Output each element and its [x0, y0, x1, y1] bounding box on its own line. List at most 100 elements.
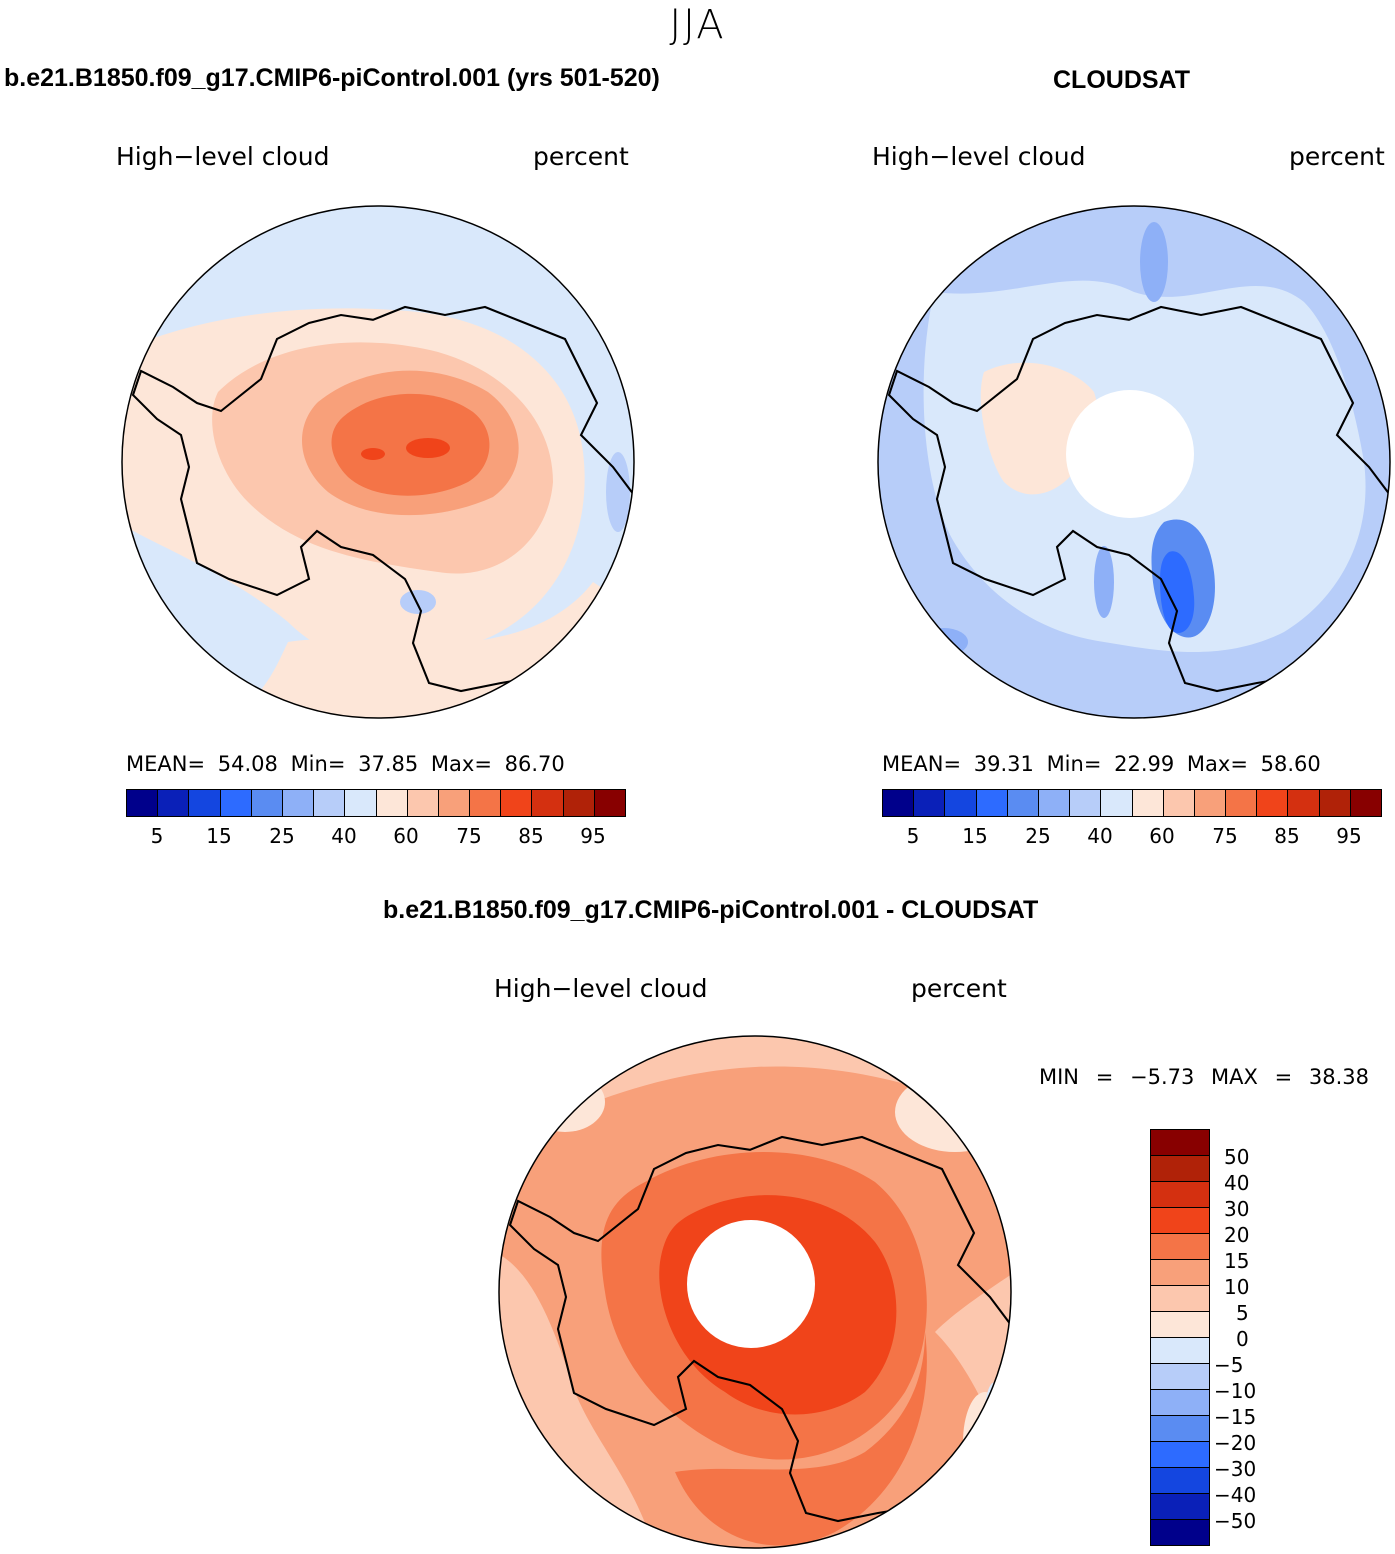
colorbar-swatch: [1151, 1390, 1209, 1416]
panel1-map-boundary: [121, 205, 635, 719]
panel2-tick: 95: [1336, 824, 1362, 848]
panel1-colorbar: [126, 789, 626, 817]
colorbar-swatch: [1007, 790, 1039, 816]
diff-level-label: 40: [1224, 1171, 1250, 1195]
colorbar-swatch: [914, 790, 946, 816]
panel1-min-label: Min=: [290, 752, 346, 776]
diff-no-data-area: [687, 1220, 815, 1348]
diff-level-label: 50: [1224, 1145, 1250, 1169]
diff-min-value: −5.73: [1129, 1065, 1195, 1089]
colorbar-swatch: [1350, 790, 1381, 816]
colorbar-swatch: [1151, 1260, 1209, 1286]
panel1-tick: 15: [206, 824, 232, 848]
colorbar-swatch: [1319, 790, 1351, 816]
colorbar-swatch: [1151, 1234, 1209, 1260]
colorbar-swatch: [470, 790, 502, 816]
colorbar-swatch: [127, 790, 159, 816]
diff-units: percent: [911, 974, 1007, 1003]
diff-map-boundary: [498, 1035, 1012, 1549]
season-title: JJA: [669, 2, 726, 48]
panel1-tick: 95: [580, 824, 606, 848]
diff-max-label: MAX =: [1211, 1065, 1293, 1089]
diff-min-label: MIN =: [1039, 1065, 1114, 1089]
diff-level-label: 0: [1236, 1327, 1249, 1351]
panel2-tick: 40: [1087, 824, 1113, 848]
diff-variable: High−level cloud: [494, 974, 708, 1003]
panel2-tick: 15: [962, 824, 988, 848]
panel1-tick: 75: [456, 824, 482, 848]
panel2-title: CLOUDSAT: [1053, 66, 1191, 94]
colorbar-swatch: [563, 790, 595, 816]
diff-polar-map: [498, 1035, 1012, 1549]
diff-level-label: 30: [1224, 1197, 1250, 1221]
diff-level-label: −15: [1214, 1405, 1257, 1429]
colorbar-swatch: [251, 790, 283, 816]
diff-level-label: −10: [1214, 1379, 1257, 1403]
panel1-polar-map: [121, 205, 635, 719]
panel2-tick: 75: [1212, 824, 1238, 848]
diff-colorbar: [1150, 1129, 1210, 1546]
colorbar-swatch: [345, 790, 377, 816]
colorbar-swatch: [1288, 790, 1320, 816]
panel2-mean-value: 39.31: [973, 752, 1034, 776]
panel1-max-value: 86.70: [504, 752, 565, 776]
panel1-mean-value: 54.08: [217, 752, 278, 776]
colorbar-swatch: [1151, 1208, 1209, 1234]
colorbar-swatch: [1132, 790, 1164, 816]
colorbar-swatch: [1151, 1416, 1209, 1442]
diff-level-label: −20: [1214, 1431, 1257, 1455]
colorbar-swatch: [532, 790, 564, 816]
panel1-mean-label: MEAN=: [126, 752, 206, 776]
panel1-tick: 5: [150, 824, 164, 848]
panel1-variable: High−level cloud: [116, 142, 330, 171]
diff-level-label: −30: [1214, 1457, 1257, 1481]
colorbar-swatch: [189, 790, 221, 816]
colorbar-swatch: [1151, 1156, 1209, 1182]
diff-level-label: −50: [1214, 1509, 1257, 1533]
diff-colorbar-labels: 50 40 30 20 15 10 5 0 −5 −10 −15 −20 −30…: [1214, 1129, 1290, 1549]
colorbar-swatch: [1101, 790, 1133, 816]
panel1-colorbar-ticks: 5 15 25 40 60 75 85 95: [126, 824, 624, 850]
panel2-variable: High−level cloud: [872, 142, 1086, 171]
panel2-tick: 5: [906, 824, 920, 848]
panel1-tick: 25: [269, 824, 295, 848]
colorbar-swatch: [1151, 1520, 1209, 1545]
panel2-mean-label: MEAN=: [882, 752, 962, 776]
panel2-stats: MEAN= 39.31 Min= 22.99 Max= 58.60: [882, 752, 1321, 776]
panel1-min-value: 37.85: [358, 752, 419, 776]
diff-title: b.e21.B1850.f09_g17.CMIP6-piControl.001 …: [383, 896, 1039, 924]
panel2-min-label: Min=: [1046, 752, 1102, 776]
colorbar-swatch: [1151, 1468, 1209, 1494]
diff-level-label: 5: [1236, 1301, 1249, 1325]
diff-level-label: 20: [1224, 1223, 1250, 1247]
colorbar-swatch: [407, 790, 439, 816]
panel2-units: percent: [1289, 142, 1385, 171]
colorbar-swatch: [945, 790, 977, 816]
colorbar-swatch: [1163, 790, 1195, 816]
colorbar-swatch: [1151, 1182, 1209, 1208]
diff-level-label: −5: [1214, 1353, 1244, 1377]
diff-min-region: [985, 1382, 1005, 1442]
panel2-tick: 60: [1149, 824, 1175, 848]
colorbar-swatch: [1151, 1286, 1209, 1312]
colorbar-swatch: [282, 790, 315, 816]
colorbar-swatch: [1070, 790, 1102, 816]
panel1-min-region: [400, 590, 436, 614]
panel1-title: b.e21.B1850.f09_g17.CMIP6-piControl.001 …: [4, 64, 660, 92]
diff-stats: MIN = −5.73 MAX = 38.38: [1039, 1065, 1369, 1089]
colorbar-swatch: [1151, 1312, 1209, 1338]
panel1-tick: 60: [393, 824, 419, 848]
colorbar-swatch: [220, 790, 252, 816]
colorbar-swatch: [376, 790, 408, 816]
diff-level-label: 10: [1224, 1275, 1250, 1299]
diff-level-label: 15: [1224, 1249, 1250, 1273]
panel2-map-boundary: [877, 205, 1391, 719]
colorbar-swatch: [976, 790, 1008, 816]
panel1-tick: 40: [331, 824, 357, 848]
panel2-tick: 25: [1025, 824, 1051, 848]
colorbar-swatch: [501, 790, 533, 816]
colorbar-swatch: [1151, 1364, 1209, 1390]
panel2-colorbar-ticks: 5 15 25 40 60 75 85 95: [882, 824, 1380, 850]
colorbar-swatch: [158, 790, 190, 816]
colorbar-swatch: [1151, 1338, 1209, 1364]
